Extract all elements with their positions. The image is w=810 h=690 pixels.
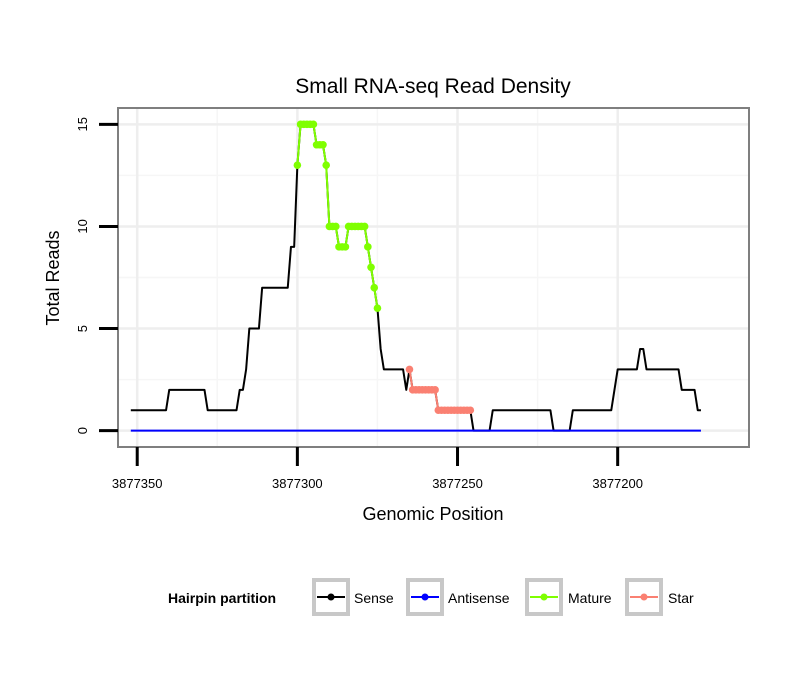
data-point-mature bbox=[332, 222, 340, 231]
y-axis: 0 5 10 15 bbox=[75, 117, 118, 434]
x-axis-label: Genomic Position bbox=[362, 504, 503, 524]
y-tick-label: 10 bbox=[75, 219, 90, 233]
legend: Hairpin partition Sense Antisense Mature St… bbox=[168, 578, 694, 616]
legend-label-star: Star bbox=[668, 590, 694, 606]
data-point-mature bbox=[293, 161, 302, 169]
data-point-mature bbox=[322, 161, 330, 169]
data-point-mature bbox=[373, 304, 382, 312]
legend-label-sense: Sense bbox=[354, 590, 394, 606]
x-tick-label: 3877200 bbox=[592, 476, 643, 491]
data-point-mature bbox=[367, 263, 375, 272]
x-tick-label: 3877350 bbox=[112, 476, 163, 491]
plot-panel-border bbox=[117, 107, 750, 448]
legend-dot-sense bbox=[327, 593, 335, 601]
chart-title: Small RNA-seq Read Density bbox=[295, 75, 571, 98]
grid bbox=[118, 108, 749, 447]
x-tick-label: 3877300 bbox=[272, 476, 323, 491]
data-point-mature bbox=[370, 283, 379, 292]
data-point-star bbox=[405, 365, 414, 374]
legend-label-mature: Mature bbox=[568, 590, 612, 606]
y-axis-label: Total Reads bbox=[43, 230, 63, 325]
x-tick-label: 3877250 bbox=[432, 476, 483, 491]
data-point-mature bbox=[319, 140, 327, 149]
data-point-star bbox=[431, 386, 439, 394]
legend-dot-antisense bbox=[421, 593, 429, 601]
data-point-mature bbox=[360, 222, 369, 231]
x-axis: 3877350 3877300 3877250 3877200 bbox=[112, 447, 643, 491]
y-tick-label: 0 bbox=[75, 427, 90, 434]
y-tick-label: 15 bbox=[75, 117, 90, 131]
data-point-star bbox=[466, 406, 475, 415]
data-point-mature bbox=[364, 243, 372, 251]
data-point-mature bbox=[341, 243, 350, 251]
legend-dot-star bbox=[640, 593, 648, 601]
series-layer bbox=[130, 120, 701, 432]
data-point-mature bbox=[309, 120, 318, 129]
legend-dot-mature bbox=[540, 593, 548, 601]
legend-title: Hairpin partition bbox=[168, 590, 276, 606]
series-line-mature bbox=[296, 123, 379, 309]
legend-label-antisense: Antisense bbox=[448, 590, 510, 606]
y-tick-label: 5 bbox=[75, 325, 90, 332]
